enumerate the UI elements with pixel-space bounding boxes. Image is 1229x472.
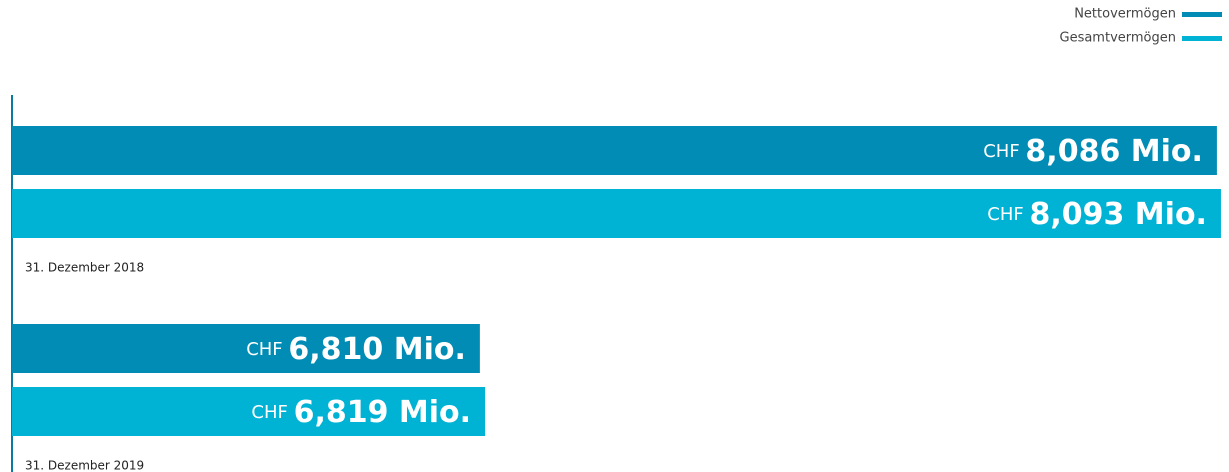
- value-label: CHF 6,810 Mio.: [246, 332, 466, 367]
- legend-swatch: [1182, 12, 1222, 17]
- bar: [12, 324, 480, 373]
- value-number: 8,086 Mio.: [1025, 134, 1202, 169]
- category-label: 31. Dezember 2019: [25, 459, 144, 472]
- value-label: CHF 6,819 Mio.: [251, 395, 471, 430]
- legend-swatch: [1182, 36, 1222, 41]
- value-label: CHF 8,093 Mio.: [987, 197, 1207, 232]
- value-unit: CHF: [987, 204, 1029, 225]
- bar: [12, 189, 1221, 238]
- value-unit: CHF: [983, 141, 1025, 162]
- legend-label: Nettovermögen: [1074, 7, 1176, 22]
- category-label: 31. Dezember 2018: [25, 261, 144, 275]
- value-number: 8,093 Mio.: [1029, 197, 1206, 232]
- value-number: 6,810 Mio.: [288, 332, 465, 367]
- value-unit: CHF: [246, 339, 288, 360]
- value-label: CHF 8,086 Mio.: [983, 134, 1203, 169]
- bar: [12, 387, 486, 436]
- value-unit: CHF: [251, 402, 293, 423]
- bar: [12, 126, 1217, 175]
- legend-label: Gesamtvermögen: [1060, 31, 1177, 46]
- value-number: 6,819 Mio.: [294, 395, 471, 430]
